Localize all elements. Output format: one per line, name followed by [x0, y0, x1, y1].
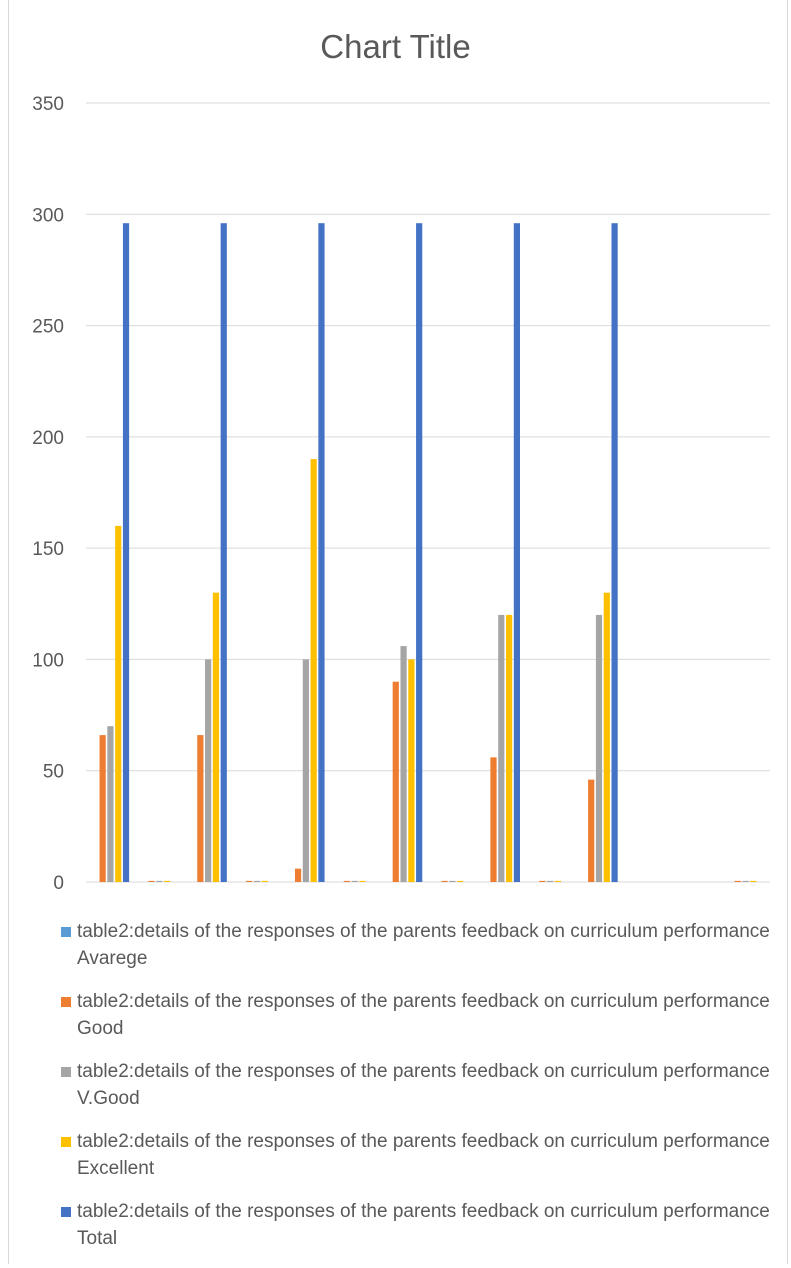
bar — [498, 614, 505, 882]
legend-swatch — [61, 997, 71, 1007]
legend-label: table2:details of the responses of the p… — [77, 1131, 770, 1179]
bar — [595, 614, 603, 882]
legend-item: table2:details of the responses of the p… — [61, 918, 773, 972]
legend-swatch — [61, 927, 71, 937]
bar — [343, 880, 351, 882]
bar — [115, 525, 122, 882]
legend-label: table2:details of the responses of the p… — [77, 1201, 770, 1249]
bar — [359, 880, 366, 882]
bar — [449, 880, 456, 882]
bar — [400, 646, 407, 882]
bar — [547, 880, 554, 882]
legend-swatch — [61, 1137, 71, 1147]
y-tick-label: 300 — [32, 205, 64, 226]
bar — [294, 868, 302, 882]
bar — [750, 880, 757, 882]
bar — [148, 880, 155, 882]
bar — [588, 779, 595, 882]
bar — [107, 726, 114, 882]
chart-title: Chart Title — [320, 28, 471, 65]
y-tick-label: 250 — [32, 317, 64, 338]
bar — [408, 659, 415, 882]
bar — [742, 880, 749, 882]
bar — [611, 223, 618, 882]
y-tick-label: 100 — [32, 650, 64, 671]
bar — [197, 735, 204, 882]
bar — [392, 681, 399, 882]
legend-item: table2:details of the responses of the p… — [61, 1058, 773, 1112]
bar — [603, 592, 610, 882]
y-tick-label: 350 — [32, 94, 64, 115]
bar — [554, 880, 562, 882]
bar — [505, 614, 513, 882]
bar — [513, 223, 520, 882]
bar — [163, 880, 171, 882]
y-tick-label: 150 — [32, 539, 64, 560]
y-tick-label: 200 — [32, 428, 64, 449]
bar — [253, 880, 261, 882]
bar — [441, 880, 448, 882]
legend-item: table2:details of the responses of the p… — [61, 988, 773, 1042]
bar — [351, 880, 358, 882]
bar — [734, 880, 741, 882]
bar — [220, 223, 227, 882]
bar — [302, 659, 309, 882]
y-tick-label: 50 — [43, 762, 64, 783]
plot-area: 0 50 100 150 200 250 300 350 — [32, 94, 770, 894]
bar — [539, 880, 546, 882]
legend: table2:details of the responses of the p… — [61, 918, 773, 1268]
legend-item: table2:details of the responses of the p… — [61, 1198, 773, 1252]
legend-label: table2:details of the responses of the p… — [77, 921, 770, 969]
bar — [490, 757, 497, 882]
bar — [246, 880, 253, 882]
bar — [310, 459, 317, 882]
bar — [457, 880, 464, 882]
bar — [416, 223, 423, 882]
legend-swatch — [61, 1207, 71, 1217]
legend-label: table2:details of the responses of the p… — [77, 991, 770, 1039]
legend-item: table2:details of the responses of the p… — [61, 1128, 773, 1182]
bar — [99, 735, 106, 882]
bar — [205, 659, 212, 882]
bar — [156, 880, 163, 882]
bar — [318, 223, 325, 882]
bar — [122, 223, 130, 882]
bar — [261, 880, 268, 882]
bar — [212, 592, 220, 882]
legend-swatch — [61, 1067, 71, 1077]
legend-label: table2:details of the responses of the p… — [77, 1061, 770, 1109]
y-tick-label: 0 — [53, 873, 64, 894]
chart-frame — [8, 0, 788, 1264]
